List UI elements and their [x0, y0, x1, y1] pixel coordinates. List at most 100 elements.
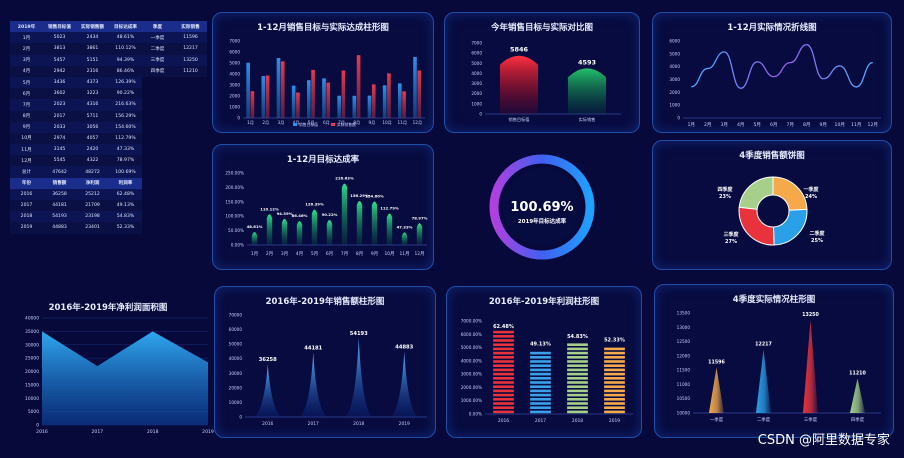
x-tick-label: 7月	[338, 120, 345, 126]
bar-segment	[530, 377, 551, 380]
table-cell: 21709	[85, 203, 100, 209]
y-tick-label: 2000	[471, 91, 482, 96]
table-cell: 4057	[86, 135, 99, 141]
table-cell: 10月	[21, 136, 32, 142]
bar-segment	[604, 406, 625, 409]
table-cell: 54193	[52, 214, 67, 220]
chart-title: 2016年-2019年净利润面积图	[48, 303, 168, 313]
bar	[266, 214, 273, 245]
table-header-cell: 实际销售	[181, 24, 200, 30]
x-tick-label: 2016	[262, 421, 273, 427]
bar-target	[352, 95, 357, 118]
y-tick-label: 4000	[229, 72, 240, 77]
panel-monthly-rate: 1-12月目标达成率 0.00% 50.00% 100.00% 150.00% 200.…	[212, 144, 434, 270]
yearly-sales-chart: 0 10000 20000 30000 40000 50000 60000 70000 3625…	[229, 313, 427, 427]
data-label: 90.22%	[322, 212, 338, 217]
table-cell: 总计	[21, 170, 32, 176]
slice-label: 一季度	[803, 186, 819, 193]
quarter-actual-chart: 10000 10500 11000 11500 12000 12500 13000 13500…	[677, 311, 881, 423]
table-cell: 126.39%	[115, 80, 136, 86]
bar-segment	[567, 393, 588, 397]
monthly-rate-chart: 0.00% 50.00% 100.00% 150.00% 200.00% 250.00% 4…	[225, 171, 427, 258]
table-header-row: 年份 销售额 净利润 利润率	[10, 177, 142, 189]
bar-segment	[493, 356, 514, 359]
bar-target	[398, 83, 402, 118]
table-cell: 2月	[22, 46, 31, 52]
x-tick-label: 1月	[251, 251, 258, 257]
y-tick-label: 0	[479, 112, 482, 117]
table-cell: 23198	[85, 214, 100, 220]
table-cell: 11月	[21, 147, 32, 153]
data-label: 48.61%	[247, 224, 263, 229]
x-tick-label: 6月	[770, 122, 778, 128]
bar-segment	[604, 368, 625, 372]
x-tick-label: 2月	[704, 122, 712, 128]
bar-target	[291, 85, 296, 118]
table-row: 一季度 11596	[141, 32, 207, 44]
table-cell: 2017	[20, 203, 33, 209]
bar	[849, 378, 866, 413]
bar	[345, 338, 373, 417]
x-tick-label: 一季度	[710, 416, 724, 423]
bar-actual	[417, 70, 422, 118]
data-label: 112.79%	[380, 206, 399, 211]
panel-quarter-actual: 4季度实际情况柱形图 10000 10500 11000 11500 12000 1250…	[654, 284, 894, 438]
table-cell: 3223	[86, 91, 99, 97]
y-tick-label: 15000	[25, 382, 39, 388]
legend-label: 实际销售额	[337, 122, 356, 127]
bar	[371, 201, 378, 245]
y-tick-label: 7000.00%	[461, 319, 482, 324]
x-tick-label: 2019	[609, 418, 620, 424]
table-cell: 13250	[183, 57, 198, 63]
table-row: 二季度 12217	[141, 43, 207, 55]
x-tick-label: 9月	[371, 251, 378, 257]
x-tick-label: 2018	[572, 418, 583, 424]
bar-segment	[493, 351, 514, 355]
x-tick-label: 10月	[382, 120, 392, 126]
bar-segment	[604, 385, 625, 388]
bar-actual	[296, 92, 300, 118]
y-tick-label: 2000	[229, 94, 240, 99]
x-tick-label: 11月	[400, 251, 410, 257]
y-tick-label: 0	[237, 116, 240, 121]
bar-segment	[567, 385, 588, 388]
x-tick-label: 11月	[851, 122, 861, 128]
table-header-cell: 季度	[152, 24, 163, 30]
bar-segment	[493, 410, 514, 414]
table-cell: 52.33%	[116, 225, 135, 231]
table-cell: 23401	[85, 225, 100, 231]
bar-segment	[493, 381, 514, 384]
y-tick-label: 100.00%	[225, 214, 244, 219]
y-tick-label: 12500	[677, 339, 691, 344]
table-cell: 48.61%	[116, 35, 135, 41]
bar-segment	[530, 389, 551, 393]
x-tick-label: 6月	[326, 251, 333, 257]
bar-segment	[493, 389, 514, 393]
table-cell: 3436	[53, 80, 66, 86]
bar	[802, 320, 819, 413]
x-tick-label: 2019	[399, 421, 410, 427]
y-tick-label: 5000	[471, 61, 482, 66]
x-tick-label: 2月	[262, 120, 269, 126]
bar	[299, 352, 327, 417]
y-tick-label: 2000	[669, 90, 680, 95]
bar-segment	[604, 402, 625, 405]
table-row: 8月 2017 5711 156.29%	[10, 110, 142, 122]
bar-segment	[567, 406, 588, 409]
y-tick-label: 4000.00%	[461, 358, 482, 363]
y-tick-label: 1000	[471, 101, 482, 106]
x-tick-label: 销售目标值	[509, 116, 530, 123]
panel-yearly-profit: 2016年-2019年利润柱形图 0.00% 1000.00% 2000.00% 30…	[446, 286, 642, 438]
x-tick-label: 三季度	[804, 416, 818, 423]
x-tick-label: 11月	[397, 120, 407, 126]
bar-segment	[530, 410, 551, 414]
donut-slice	[738, 176, 774, 210]
table-row: 12月 5545 4322 78.97%	[10, 155, 142, 167]
y-tick-label: 6000.00%	[461, 332, 482, 337]
slice-label: 三季度	[723, 231, 739, 238]
table-row: 2019 44883 23401 52.33%	[10, 222, 142, 234]
chart-title: 1-12月实际情况折线图	[727, 23, 817, 33]
donut-slice	[738, 206, 775, 246]
bar	[755, 349, 772, 413]
table-header-cell: 年份	[21, 181, 32, 187]
